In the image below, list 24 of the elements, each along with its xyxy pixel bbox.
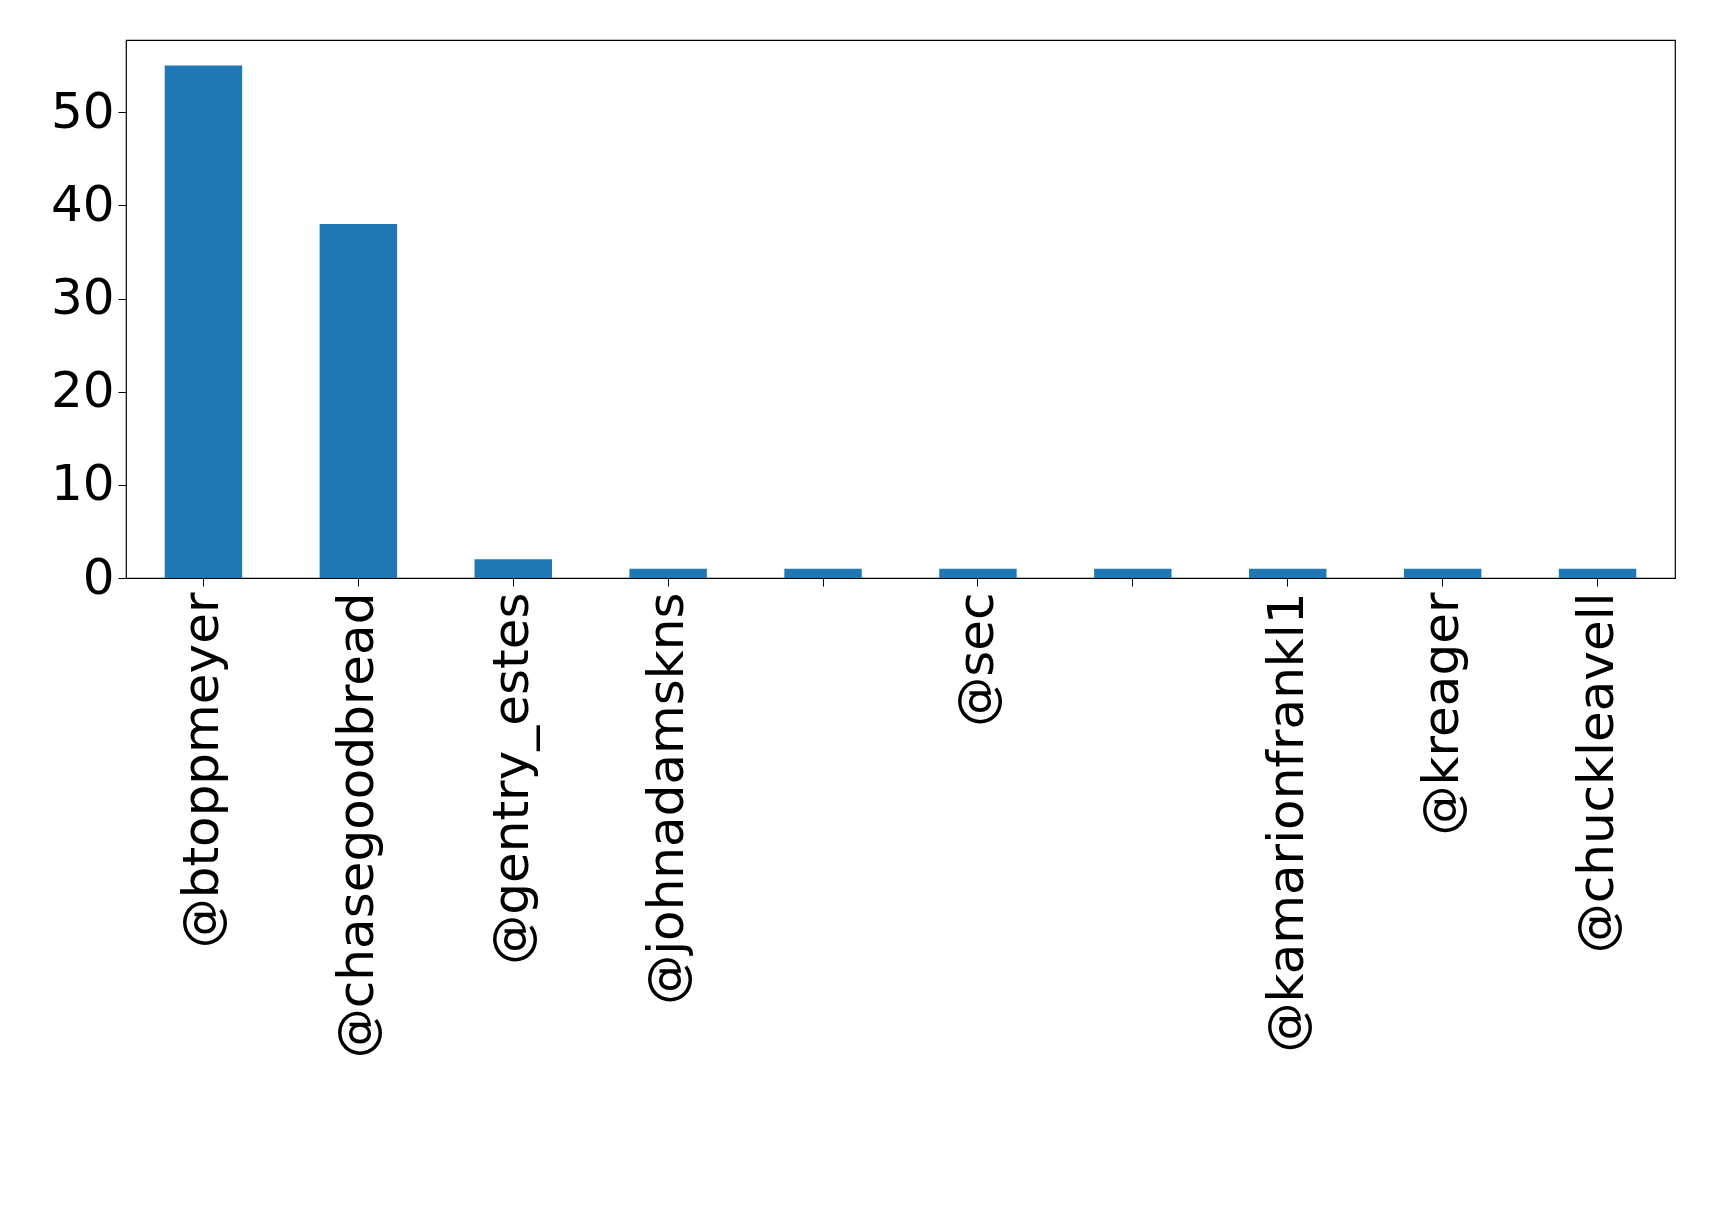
x-tick-label: @btoppmeyer [172, 592, 231, 949]
x-tick-label: @kamarionfrankl1 [1256, 592, 1315, 1053]
x-tick-label: @johnadamskns [637, 592, 696, 1005]
bar [1094, 568, 1172, 578]
bar [1249, 568, 1327, 578]
x-tick-label: @chuckleavell [1566, 592, 1625, 954]
bar [164, 65, 243, 578]
x-tick-label: @chasegoodbread [327, 592, 386, 1059]
y-tick-label: 20 [50, 361, 115, 420]
x-tick-label: @kreager [1411, 592, 1470, 836]
bar [1558, 568, 1637, 578]
y-tick-label: 10 [50, 454, 115, 513]
y-tick-label: 50 [50, 81, 115, 140]
x-tick-label: @sec [946, 592, 1005, 727]
y-tick-label: 30 [50, 268, 115, 327]
bar [319, 223, 398, 578]
bar [939, 568, 1017, 578]
bar [784, 568, 862, 578]
bar [629, 568, 707, 578]
bar [474, 559, 552, 578]
x-tick-label: @gentry_estes [482, 592, 541, 965]
bar [1403, 568, 1482, 578]
y-tick-label: 0 [82, 547, 115, 606]
y-tick-label: 40 [50, 174, 115, 233]
